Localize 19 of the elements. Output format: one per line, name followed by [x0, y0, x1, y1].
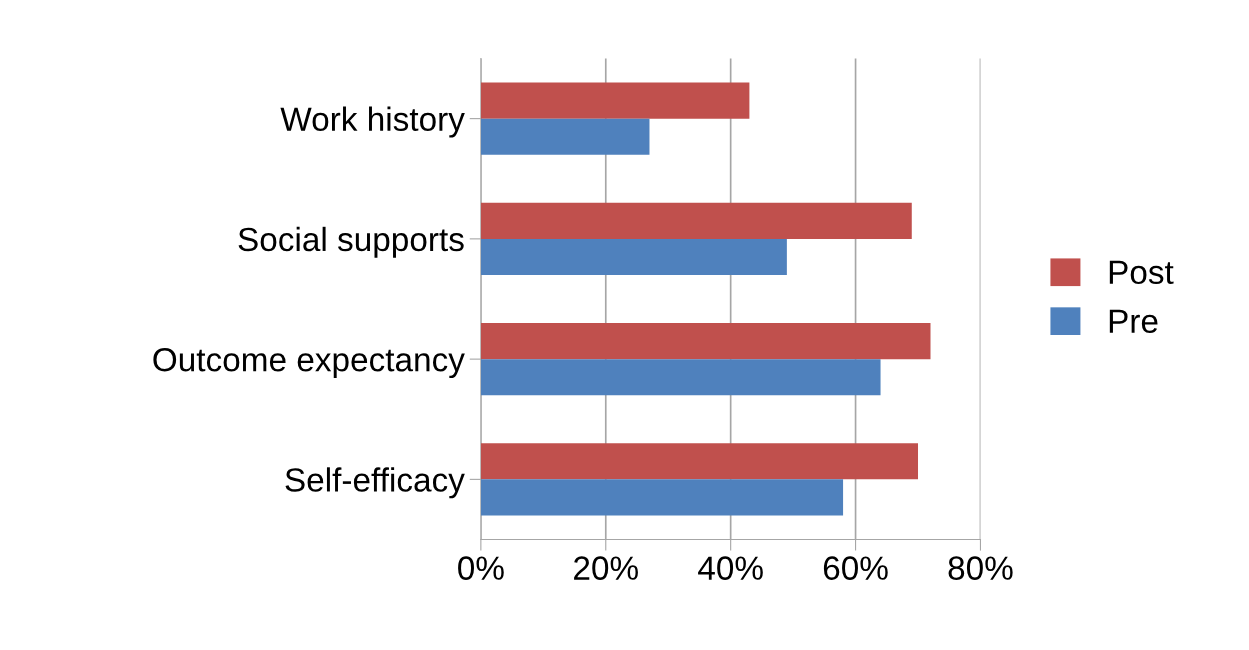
x-tick-label: 20% — [574, 556, 638, 580]
y-tick-label: Social supports — [238, 226, 464, 258]
x-tick-label: 80% — [948, 556, 1013, 580]
x-tick-label: 60% — [823, 556, 888, 580]
bar — [480, 443, 919, 480]
bar — [480, 82, 750, 119]
bar — [480, 359, 881, 396]
bar — [480, 118, 650, 155]
y-tick-label: Self-efficacy — [285, 467, 465, 499]
y-tick-label: Work history — [280, 106, 465, 138]
y-tick-label: Outcome expectancy — [153, 347, 465, 379]
bar — [480, 323, 931, 360]
legend-label: Pre — [1109, 309, 1158, 333]
x-tick-label: 40% — [698, 556, 763, 580]
legend-label: Post — [1109, 260, 1174, 285]
x-tick-label: 0% — [458, 556, 504, 580]
bar — [480, 479, 844, 516]
bar — [480, 238, 787, 275]
bar — [480, 202, 912, 239]
